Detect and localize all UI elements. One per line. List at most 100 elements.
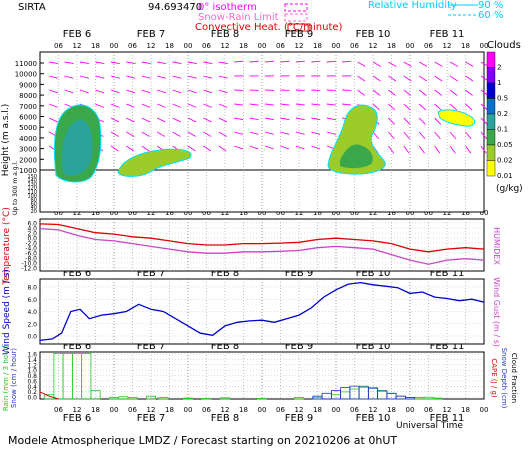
wind-arrow [265, 60, 275, 63]
wind-arrow [49, 117, 58, 123]
wind-arrow [311, 103, 321, 106]
wind-arrow [141, 117, 151, 123]
wind-arrow [64, 75, 74, 79]
hour-label: 06 [424, 42, 433, 50]
wind-arrow [418, 117, 426, 125]
wind-arrow [172, 61, 182, 65]
temperature-panel: 6.04.02.00.0-2.0-4.0-6.0-8.0-10.0-12.0 [21, 218, 485, 273]
scale-box [486, 82, 496, 99]
hour-label: 00 [332, 42, 341, 50]
wind-arrow [218, 131, 227, 137]
y-tick-label: -6.0 [25, 251, 37, 258]
wind-arrow [95, 103, 105, 108]
wind-arrow [403, 61, 412, 67]
wind-arrow [249, 117, 259, 121]
wind-arrow [187, 61, 197, 65]
rain-bar [256, 398, 268, 400]
scale-box [486, 98, 496, 115]
day-label: FEB 11 [430, 29, 465, 40]
wind-arrow [449, 89, 458, 96]
hour-label: 06 [54, 209, 63, 217]
wind-arrow [95, 61, 105, 65]
y-tick-label: 4.0 [27, 226, 37, 233]
wind-arrow [49, 75, 59, 79]
hour-label: 06 [350, 209, 359, 217]
wind-arrow [141, 131, 150, 137]
series-line-0 [39, 223, 485, 253]
y-tick-label: 0.0 [27, 236, 37, 243]
hour-label: 18 [387, 42, 396, 50]
y-tick-label: 6.0 [27, 297, 37, 304]
y-tick-label: 0.6 [27, 378, 37, 385]
cloud-blob-feb11 [437, 109, 476, 127]
hour-label: 18 [461, 406, 470, 414]
hour-label: 12 [443, 209, 452, 217]
y-tick-label: 150 [27, 174, 37, 180]
wind-arrow [156, 117, 166, 123]
wind-arrow [172, 131, 181, 137]
hour-label: 00 [406, 209, 415, 217]
wind-arrow [64, 61, 74, 65]
scale-label: 1 [497, 79, 501, 87]
y-tick-label: 0.2 [27, 389, 37, 396]
day-label: FEB 10 [356, 29, 391, 40]
wind-arrow [126, 131, 135, 137]
hour-label: 12 [369, 42, 378, 50]
wind-arrow [465, 89, 473, 96]
wind-arrow [110, 75, 120, 79]
wind-arrow [465, 75, 474, 82]
rain-bar [145, 395, 157, 400]
legend-rh-60: 60 % [478, 10, 503, 21]
cloud-blob-feb10-core [340, 144, 373, 169]
hour-label: 00 [110, 42, 119, 50]
wind-arrow [95, 89, 105, 94]
wind-arrow [280, 60, 290, 63]
hour-label: 06 [350, 406, 359, 414]
hour-label: 06 [350, 42, 359, 50]
hour-label: 18 [239, 42, 248, 50]
y-tick-label: 2.0 [27, 231, 37, 238]
hour-label: 18 [91, 209, 100, 217]
wind-arrow [372, 103, 380, 111]
wind-arrow [434, 145, 441, 154]
wind-arrow [187, 145, 196, 152]
wind-arrow [434, 61, 443, 67]
wind-arrow [449, 75, 458, 82]
wind-arrow [465, 131, 472, 140]
wind-arrow [49, 89, 58, 94]
day-label: FEB 7 [137, 413, 165, 424]
wind-arrow [311, 60, 321, 63]
wind-arrow [480, 117, 488, 125]
wind-arrow [342, 103, 352, 106]
hour-label: 00 [184, 406, 193, 414]
day-label: FEB 7 [137, 29, 165, 40]
wind-arrow [265, 103, 275, 106]
y-tick-label: 0.4 [27, 384, 37, 391]
wind-arrow [249, 103, 259, 106]
scale-box [486, 129, 496, 146]
wind-arrow [203, 117, 212, 123]
day-label: FEB 7 [137, 341, 165, 352]
wind-arrow [434, 103, 442, 111]
wind-arrow [218, 103, 228, 108]
wind-arrow [157, 61, 167, 65]
wind-arrow [126, 103, 135, 108]
wind-arrow [295, 117, 305, 121]
y-tick-label: 20 [31, 209, 37, 215]
cloud-fraction-ylabel: Cloud Fraction [510, 353, 518, 403]
hour-label: 12 [221, 406, 230, 414]
day-label: FEB 11 [430, 268, 465, 279]
day-label: FEB 6 [63, 268, 91, 279]
wind-arrow [326, 103, 336, 106]
wind-arrow [419, 61, 428, 67]
wind-v-grid [58, 279, 466, 344]
wind-arrow [126, 117, 135, 123]
wind-arrow [295, 60, 305, 63]
wind-arrow [218, 145, 227, 152]
wind-arrow [49, 103, 58, 108]
day-label: FEB 10 [356, 413, 391, 424]
hour-label: 00 [480, 42, 489, 50]
wind-arrow [141, 75, 151, 79]
day-label: FEB 11 [430, 341, 465, 352]
